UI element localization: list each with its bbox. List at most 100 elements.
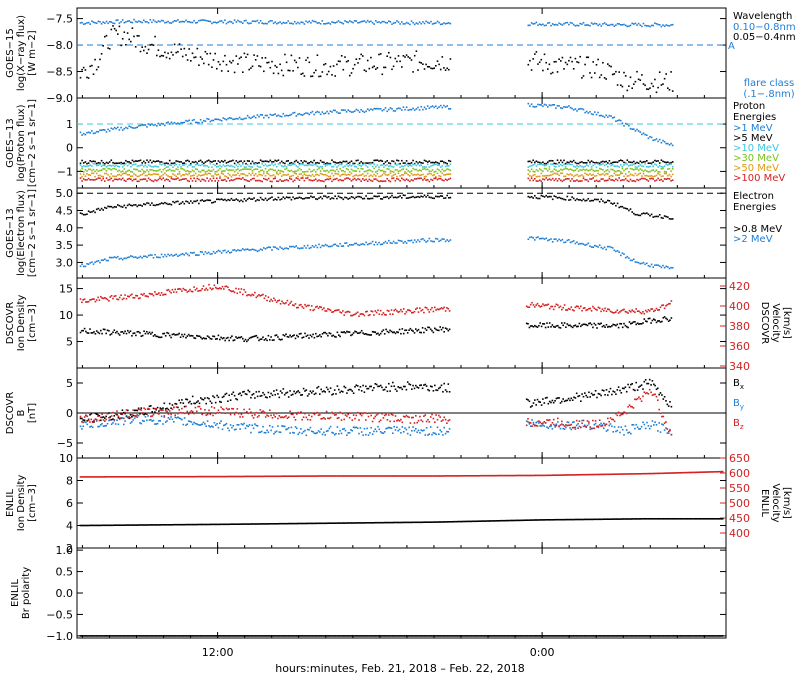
data-point — [311, 392, 313, 394]
data-point — [583, 243, 585, 245]
data-point — [446, 68, 448, 70]
data-point — [380, 165, 382, 167]
data-point — [115, 162, 117, 164]
data-point — [192, 252, 194, 254]
data-point — [273, 178, 275, 180]
data-point — [417, 174, 419, 176]
data-point — [287, 248, 289, 250]
data-point — [618, 71, 620, 73]
data-point — [403, 431, 405, 433]
data-point — [399, 163, 401, 165]
data-point — [244, 20, 246, 22]
data-point — [578, 176, 580, 178]
data-point — [360, 54, 362, 56]
data-point — [154, 254, 156, 256]
data-point — [115, 423, 117, 425]
data-point — [602, 161, 604, 163]
data-point — [138, 181, 140, 183]
data-point — [362, 21, 364, 23]
data-point — [325, 179, 327, 181]
data-point — [338, 180, 340, 182]
data-point — [536, 197, 538, 199]
data-point — [300, 428, 302, 430]
data-point — [404, 241, 406, 243]
data-point — [302, 177, 304, 179]
data-point — [638, 130, 640, 132]
data-point — [617, 203, 619, 205]
data-point — [115, 295, 117, 297]
data-point — [326, 178, 328, 180]
data-point — [672, 267, 674, 269]
data-point — [184, 178, 186, 180]
data-point — [98, 21, 100, 23]
data-point — [247, 175, 249, 177]
data-point — [132, 419, 134, 421]
data-point — [281, 23, 283, 25]
data-point — [292, 112, 294, 114]
data-point — [338, 165, 340, 167]
data-point — [592, 170, 594, 172]
data-point — [417, 178, 419, 180]
data-point — [652, 140, 654, 142]
data-point — [388, 310, 390, 312]
data-point — [111, 159, 113, 161]
data-point — [610, 247, 612, 249]
data-point — [137, 181, 139, 183]
data-point — [341, 162, 343, 164]
data-point — [654, 139, 656, 141]
data-point — [294, 198, 296, 200]
data-point — [220, 337, 222, 339]
data-point — [124, 168, 126, 170]
data-point — [643, 173, 645, 175]
data-point — [153, 181, 155, 183]
data-point — [599, 163, 601, 165]
data-point — [530, 304, 532, 306]
data-point — [607, 173, 609, 175]
data-point — [386, 178, 388, 180]
data-point — [617, 174, 619, 176]
data-point — [120, 127, 122, 129]
data-point — [167, 21, 169, 23]
data-point — [672, 145, 674, 147]
data-point — [573, 160, 575, 162]
data-point — [104, 425, 106, 427]
data-point — [216, 178, 218, 180]
data-point — [81, 134, 83, 136]
data-point — [201, 251, 203, 253]
data-point — [289, 170, 291, 172]
data-point — [187, 174, 189, 176]
data-point — [162, 407, 164, 409]
data-point — [604, 165, 606, 167]
data-point — [284, 426, 286, 428]
data-point — [390, 181, 392, 183]
data-point — [433, 311, 435, 313]
data-point — [161, 202, 163, 204]
data-point — [318, 244, 320, 246]
data-point — [91, 261, 93, 263]
data-point — [227, 165, 229, 167]
data-point — [442, 195, 444, 197]
data-point — [153, 170, 155, 172]
data-point — [193, 252, 195, 254]
data-point — [612, 312, 614, 314]
data-point — [114, 168, 116, 170]
data-point — [654, 160, 656, 162]
data-point — [409, 164, 411, 166]
data-point — [602, 389, 604, 391]
data-point — [148, 164, 150, 166]
data-point — [277, 425, 279, 427]
data-point — [434, 307, 436, 309]
data-point — [99, 170, 101, 172]
data-point — [174, 170, 176, 172]
data-point — [595, 309, 597, 311]
data-point — [271, 20, 273, 22]
data-point — [333, 22, 335, 24]
data-point — [310, 180, 312, 182]
data-point — [370, 57, 372, 59]
data-point — [352, 170, 354, 172]
data-point — [98, 131, 100, 133]
data-point — [151, 169, 153, 171]
data-point — [393, 166, 395, 168]
data-point — [180, 179, 182, 181]
